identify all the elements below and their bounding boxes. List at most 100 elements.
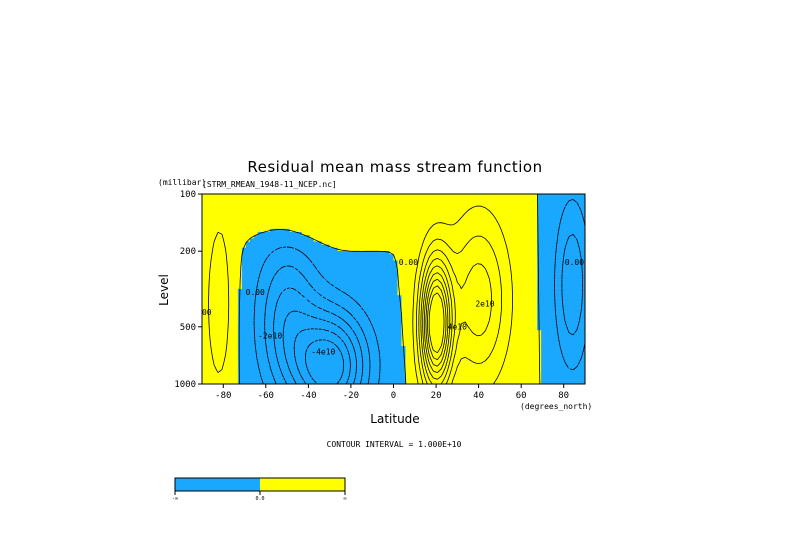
field-cell (261, 336, 267, 341)
field-cell (265, 352, 271, 357)
field-cell (525, 228, 530, 233)
field-cell (493, 257, 498, 262)
field-cell (505, 244, 510, 249)
field-cell (433, 327, 438, 331)
field-cell (525, 327, 530, 331)
field-cell (389, 346, 395, 350)
field-cell (581, 232, 585, 236)
field-cell (369, 247, 375, 252)
field-cell (257, 282, 263, 287)
field-cell (465, 320, 470, 325)
field-cell (245, 342, 251, 347)
field-cell (569, 270, 574, 274)
field-cell (357, 241, 363, 246)
field-cell (521, 330, 526, 334)
field-cell (205, 336, 211, 341)
field-cell (365, 336, 371, 341)
field-cell (505, 333, 510, 338)
field-cell (261, 301, 267, 306)
field-cell (305, 203, 311, 208)
field-cell (421, 219, 427, 224)
field-cell (465, 292, 470, 296)
field-cell (305, 228, 311, 233)
field-cell (481, 295, 486, 300)
field-cell (273, 327, 279, 331)
field-cell (369, 197, 375, 201)
field-cell (497, 289, 502, 293)
field-cell (453, 273, 458, 277)
field-cell (381, 342, 387, 347)
field-cell (465, 346, 470, 350)
field-cell (245, 241, 251, 246)
field-cell (505, 276, 510, 281)
field-cell (217, 292, 223, 296)
field-cell (213, 327, 219, 331)
field-cell (557, 304, 562, 309)
field-cell (465, 209, 470, 214)
field-cell (493, 327, 498, 331)
field-cell (381, 225, 387, 230)
field-cell (337, 222, 343, 227)
field-cell (481, 320, 486, 325)
field-cell (417, 270, 423, 274)
field-cell (202, 346, 207, 350)
field-cell (553, 194, 558, 198)
field-cell (481, 349, 486, 353)
field-cell (521, 292, 526, 296)
field-cell (385, 355, 391, 360)
field-cell (533, 308, 538, 312)
field-cell (333, 355, 339, 360)
field-cell (205, 292, 211, 296)
field-cell (321, 346, 327, 350)
field-cell (281, 213, 287, 217)
field-cell (241, 241, 247, 246)
field-cell (393, 282, 399, 287)
field-cell (413, 298, 419, 303)
field-cell (413, 352, 419, 357)
field-cell (202, 301, 207, 306)
field-cell (202, 200, 207, 205)
field-cell (265, 336, 271, 341)
field-cell (381, 346, 387, 350)
field-cell (277, 228, 283, 233)
field-cell (293, 352, 299, 357)
field-cell (545, 292, 550, 296)
field-cell (529, 197, 534, 201)
field-cell (489, 320, 494, 325)
field-cell (377, 320, 383, 325)
field-cell (297, 232, 303, 236)
field-cell (561, 333, 566, 338)
field-cell (349, 279, 355, 284)
field-cell (373, 260, 379, 265)
field-cell (501, 209, 506, 214)
field-cell (533, 317, 538, 322)
field-cell (273, 279, 279, 284)
field-cell (477, 314, 482, 319)
field-cell (545, 339, 550, 344)
field-cell (293, 346, 299, 350)
field-cell (569, 285, 574, 290)
field-cell (477, 298, 482, 303)
field-cell (249, 238, 255, 243)
field-cell (473, 247, 478, 252)
field-cell (477, 273, 482, 277)
field-cell (489, 203, 494, 208)
field-cell (437, 320, 442, 325)
field-cell (349, 330, 355, 334)
field-cell (409, 244, 415, 249)
field-cell (337, 266, 343, 271)
field-cell (221, 244, 227, 249)
field-cell (345, 200, 351, 205)
field-cell (361, 327, 367, 331)
field-cell (269, 342, 275, 347)
field-cell (509, 241, 514, 246)
field-cell (425, 203, 431, 208)
field-cell (253, 209, 259, 214)
field-cell (469, 232, 474, 236)
field-cell (421, 289, 427, 293)
field-cell (373, 308, 379, 312)
field-cell (357, 279, 363, 284)
field-cell (309, 289, 315, 293)
field-cell (373, 222, 379, 227)
field-cell (217, 352, 223, 357)
